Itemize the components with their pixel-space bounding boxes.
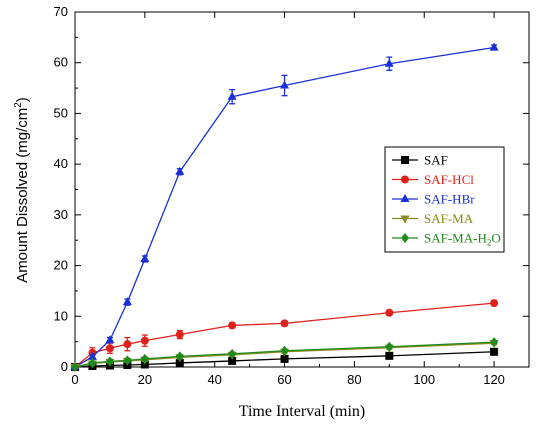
legend-label: SAF-MA — [424, 211, 474, 226]
y-axis-title-superscript: 2 — [13, 102, 24, 108]
x-tick-label: 100 — [413, 372, 435, 387]
data-point — [175, 330, 184, 339]
legend-label-text: SAF-HBr — [424, 192, 475, 207]
legend-item: SAF-HCl — [392, 172, 474, 187]
data-point — [280, 345, 289, 356]
data-point — [123, 340, 132, 349]
y-tick-label: 60 — [54, 55, 68, 70]
y-tick-label: 10 — [54, 308, 68, 323]
data-point — [87, 351, 97, 360]
legend-label-end: O — [491, 231, 500, 246]
series-line — [74, 46, 495, 368]
data-point — [123, 355, 132, 366]
series-4 — [71, 337, 499, 372]
x-tick-label: 120 — [483, 372, 505, 387]
legend-item: SAF-MA-H2O — [392, 231, 501, 248]
series-line — [74, 351, 495, 368]
data-point — [384, 58, 394, 67]
y-axis-title-end: ) — [14, 97, 31, 102]
x-axis-title: Time Interval (min) — [239, 403, 366, 420]
data-point — [490, 299, 499, 308]
legend-item: SAF — [392, 153, 448, 168]
legend-label: SAF-HBr — [424, 192, 475, 207]
legend-label-text: SAF — [424, 153, 448, 168]
legend-marker — [401, 233, 409, 243]
data-point — [490, 337, 499, 348]
y-tick-label: 50 — [54, 105, 68, 120]
y-tick-label: 70 — [54, 4, 68, 19]
y-tick-label: 30 — [54, 207, 68, 222]
legend: SAF SAF-HCl SAF-HBr SAF-MA SAF-MA-H2O — [384, 146, 505, 253]
data-point — [227, 91, 237, 100]
legend-label-text: SAF-MA-H — [424, 231, 487, 246]
legend-label: SAF-MA-H2O — [424, 231, 501, 248]
data-point — [175, 166, 185, 175]
data-point — [175, 351, 184, 362]
y-axis-title: Amount Dissolved (mg/cm2) — [13, 97, 31, 283]
data-point — [105, 344, 114, 353]
data-point — [490, 347, 499, 356]
y-axis-title-main: Amount Dissolved (mg/cm — [14, 108, 31, 283]
data-point — [280, 319, 289, 328]
series-1 — [71, 299, 499, 371]
data-point — [140, 253, 150, 262]
data-point — [140, 353, 149, 364]
legend-item: SAF-HBr — [392, 192, 475, 207]
data-point — [280, 354, 289, 363]
data-point — [228, 348, 237, 359]
data-point — [71, 362, 79, 372]
data-point — [105, 356, 114, 367]
legend-label-text: SAF-MA — [424, 211, 474, 226]
data-point — [140, 336, 149, 345]
x-tick-label: 20 — [138, 372, 152, 387]
x-tick-label: 80 — [347, 372, 361, 387]
legend-item: SAF-MA — [392, 211, 474, 226]
x-tick-label: 40 — [207, 372, 221, 387]
data-point — [385, 308, 394, 317]
data-point — [175, 358, 184, 367]
y-tick-label: 40 — [54, 156, 68, 171]
legend-marker — [400, 194, 410, 202]
data-point — [489, 42, 499, 51]
series-line — [74, 341, 495, 368]
data-point — [280, 80, 290, 89]
legend-label: SAF — [424, 153, 448, 168]
legend-label-subscript: 2 — [487, 238, 492, 248]
data-point — [385, 341, 394, 352]
x-tick-label: 0 — [71, 372, 78, 387]
y-tick-label: 0 — [61, 359, 68, 374]
data-point — [105, 335, 115, 344]
legend-marker — [400, 215, 410, 224]
data-point — [88, 357, 97, 368]
data-point — [385, 351, 394, 360]
y-tick-label: 20 — [54, 258, 68, 273]
data-point — [228, 356, 237, 365]
x-tick-label: 60 — [277, 372, 291, 387]
series-line — [74, 302, 495, 368]
series-2 — [70, 42, 499, 370]
data-point — [228, 321, 237, 330]
series-layer — [70, 42, 499, 372]
legend-label: SAF-HCl — [424, 172, 474, 187]
legend-label-text: SAF-HCl — [424, 172, 474, 187]
data-point — [122, 297, 132, 306]
legend-marker — [401, 175, 409, 184]
legend-marker — [401, 156, 409, 164]
axis-ticks: 0 20 40 60 80 100 120 0 10 20 30 40 50 60 70 — [54, 4, 529, 387]
